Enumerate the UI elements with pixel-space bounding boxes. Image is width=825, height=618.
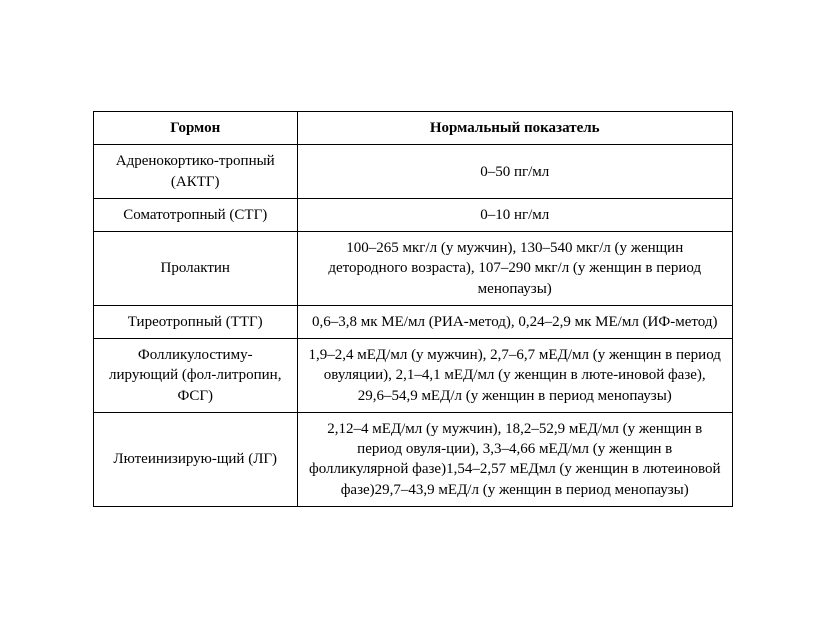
- cell-value: 1,9–2,4 мЕД/мл (у мужчин), 2,7–6,7 мЕД/м…: [297, 339, 732, 413]
- cell-hormone: Лютеинизирую-щий (ЛГ): [93, 412, 297, 506]
- table-row: Соматотропный (СТГ) 0–10 нг/мл: [93, 198, 732, 231]
- table-row: Фолликулостиму-лирующий (фол-литропин, Ф…: [93, 339, 732, 413]
- cell-hormone: Соматотропный (СТГ): [93, 198, 297, 231]
- cell-hormone: Фолликулостиму-лирующий (фол-литропин, Ф…: [93, 339, 297, 413]
- hormone-table: Гормон Нормальный показатель Адренокорти…: [93, 111, 733, 507]
- cell-hormone: Тиреотропный (ТТГ): [93, 305, 297, 338]
- cell-value: 100–265 мкг/л (у мужчин), 130–540 мкг/л …: [297, 232, 732, 306]
- cell-hormone: Пролактин: [93, 232, 297, 306]
- header-hormone: Гормон: [93, 112, 297, 145]
- cell-value: 0–10 нг/мл: [297, 198, 732, 231]
- table-row: Тиреотропный (ТТГ) 0,6–3,8 мк МЕ/мл (РИА…: [93, 305, 732, 338]
- hormone-table-wrapper: Гормон Нормальный показатель Адренокорти…: [93, 111, 733, 507]
- header-value: Нормальный показатель: [297, 112, 732, 145]
- table-row: Пролактин 100–265 мкг/л (у мужчин), 130–…: [93, 232, 732, 306]
- cell-hormone: Адренокортико-тропный (АКТГ): [93, 145, 297, 199]
- cell-value: 0–50 пг/мл: [297, 145, 732, 199]
- table-row: Адренокортико-тропный (АКТГ) 0–50 пг/мл: [93, 145, 732, 199]
- table-row: Лютеинизирую-щий (ЛГ) 2,12–4 мЕД/мл (у м…: [93, 412, 732, 506]
- table-header-row: Гормон Нормальный показатель: [93, 112, 732, 145]
- cell-value: 0,6–3,8 мк МЕ/мл (РИА-метод), 0,24–2,9 м…: [297, 305, 732, 338]
- cell-value: 2,12–4 мЕД/мл (у мужчин), 18,2–52,9 мЕД/…: [297, 412, 732, 506]
